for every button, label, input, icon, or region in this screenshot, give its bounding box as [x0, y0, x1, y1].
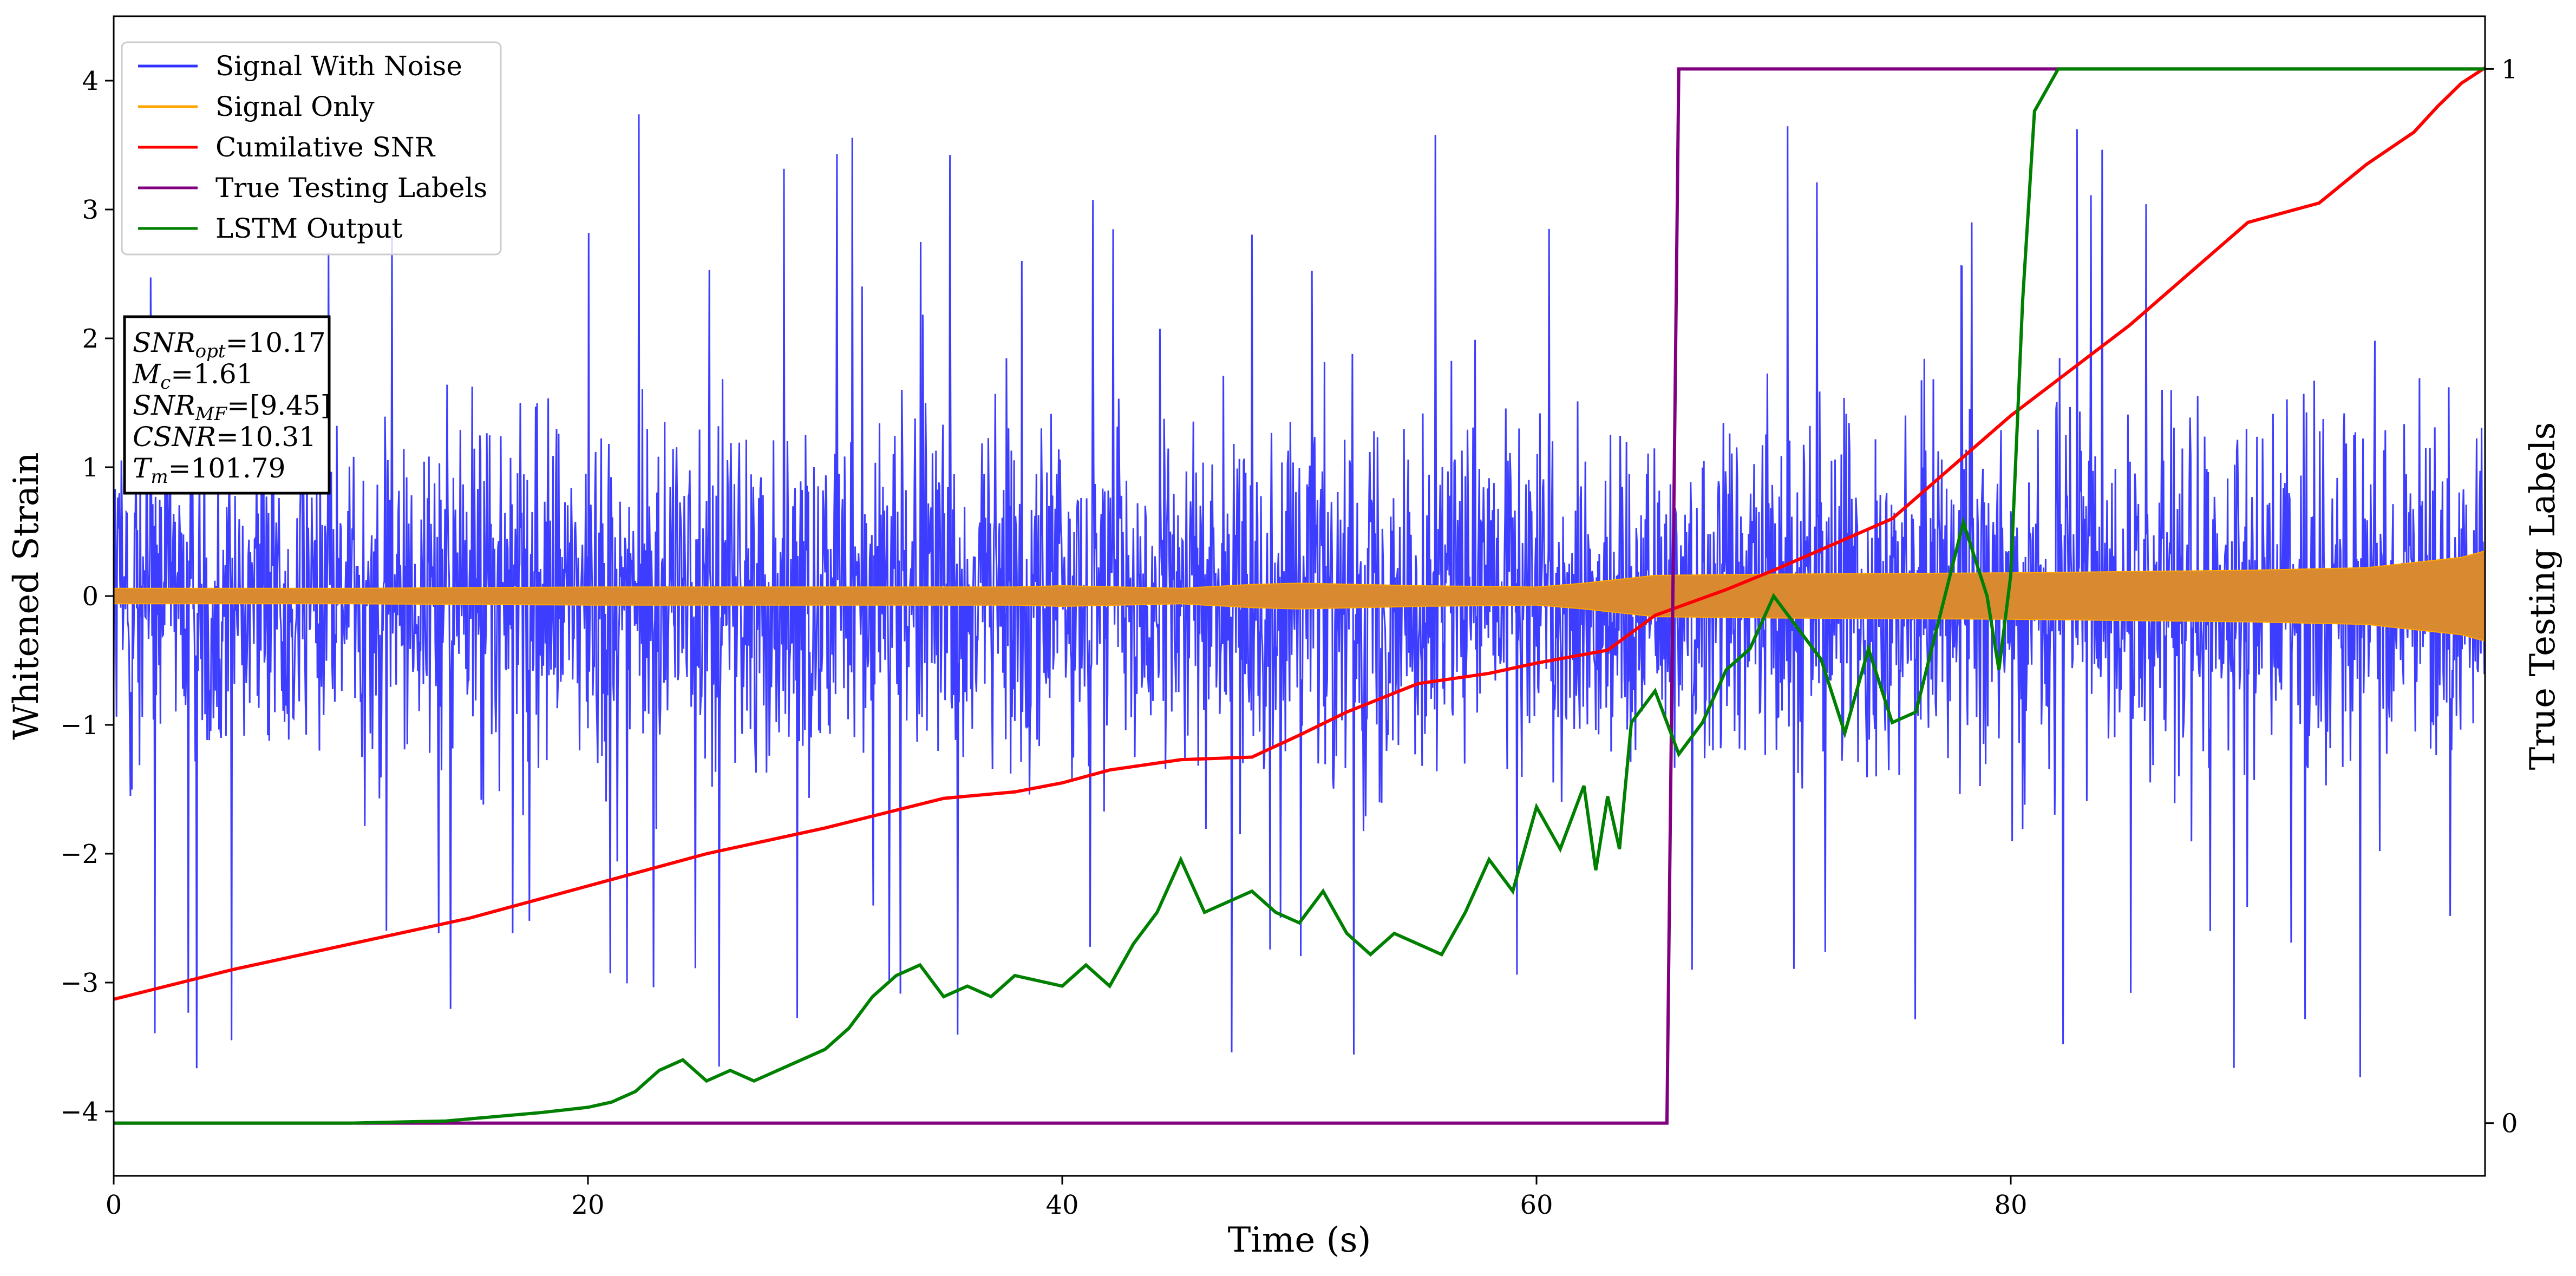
- x-tick-label: 0: [106, 1190, 122, 1220]
- legend-label-lstm-output: LSTM Output: [215, 213, 402, 244]
- info-line-tm: Tm=101.79: [133, 453, 285, 488]
- x-tick-label: 20: [571, 1190, 604, 1220]
- y-tick-label: −3: [60, 968, 99, 998]
- info-box: SNRopt=10.17 Mc=1.61 SNRMF=[9.45] CSNR=1…: [123, 315, 331, 495]
- y-tick-label: 0: [82, 581, 99, 612]
- info-box-frame: [123, 315, 331, 495]
- info-line-snr-mf: SNRMF=[9.45]: [133, 390, 331, 425]
- y-tick-label: −2: [60, 839, 99, 869]
- legend-label-signal-only: Signal Only: [215, 91, 375, 122]
- y2-axis-label: True Testing Labels: [2523, 422, 2563, 770]
- legend-label-signal-with-noise: Signal With Noise: [215, 50, 462, 82]
- y2-tick-label: 1: [2501, 54, 2518, 84]
- info-line-snr-opt: SNRopt=10.17: [133, 327, 326, 362]
- series-signal-only: [114, 550, 2485, 642]
- legend-box: [121, 41, 502, 256]
- y-tick-label: 3: [82, 195, 99, 225]
- info-line-mc: Mc=1.61: [132, 358, 253, 394]
- y-tick-label: 4: [82, 66, 99, 96]
- x-axis-label: Time (s): [1228, 1220, 1371, 1260]
- y-tick-label: −1: [60, 710, 99, 741]
- x-tick-label: 60: [1520, 1190, 1553, 1220]
- y2-tick-label: 0: [2501, 1109, 2518, 1139]
- y-axis-label: Whitened Strain: [6, 452, 47, 740]
- x-tick-label: 80: [1994, 1190, 2027, 1220]
- legend-label-cumulative-snr: Cumilative SNR: [215, 132, 435, 163]
- series-layer: [114, 66, 2485, 1125]
- y-tick-label: −4: [60, 1097, 99, 1127]
- y-tick-label: 1: [82, 453, 99, 483]
- y-tick-label: 2: [82, 324, 99, 354]
- series-lstm-output: [114, 67, 2485, 1125]
- info-line-csnr: CSNR=10.31: [133, 421, 316, 453]
- legend: Signal With Noise Signal Only Cumilative…: [121, 41, 502, 256]
- series-cumulative-snr: [114, 66, 2485, 1001]
- legend-label-true-testing-labels: True Testing Labels: [215, 172, 487, 204]
- x-tick-label: 40: [1045, 1190, 1078, 1220]
